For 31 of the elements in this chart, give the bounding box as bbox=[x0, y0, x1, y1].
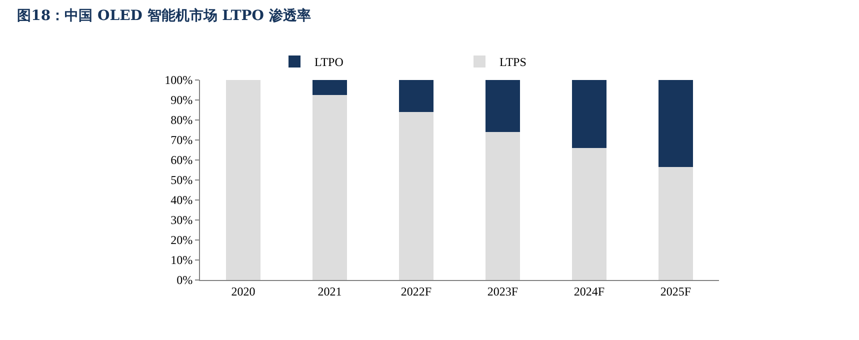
bar bbox=[312, 95, 348, 280]
y-tick-label: 80% bbox=[170, 113, 193, 128]
bar bbox=[226, 80, 261, 280]
y-tick-label: 40% bbox=[170, 193, 193, 208]
legend-label: LTPS bbox=[500, 55, 526, 70]
x-tick-label: 2025F bbox=[660, 284, 692, 298]
bar bbox=[312, 80, 348, 95]
y-tick-label: 0% bbox=[176, 273, 193, 288]
bar bbox=[572, 80, 607, 148]
bar bbox=[658, 167, 694, 280]
y-tick-label: 100% bbox=[164, 73, 193, 88]
bar bbox=[485, 132, 520, 280]
x-tick-label: 2024F bbox=[574, 284, 605, 298]
x-tick-label: 2021 bbox=[318, 284, 342, 298]
y-tick-label: 60% bbox=[170, 153, 193, 168]
y-tick-label: 30% bbox=[170, 213, 193, 228]
bar bbox=[485, 80, 520, 132]
chart-title: 图18：中国 OLED 智能机市场 LTPO 渗透率 bbox=[17, 7, 311, 24]
y-tick-label: 90% bbox=[170, 93, 193, 108]
bar bbox=[572, 148, 607, 280]
x-tick-label: 2023F bbox=[487, 284, 518, 298]
legend-label: LTPO bbox=[314, 55, 344, 70]
y-tick-label: 20% bbox=[170, 233, 193, 248]
bar bbox=[398, 112, 434, 280]
y-tick-label: 10% bbox=[170, 253, 193, 268]
x-tick-label: 2020 bbox=[231, 284, 256, 298]
bar bbox=[658, 80, 694, 167]
x-tick-label: 2022F bbox=[400, 284, 432, 298]
bar bbox=[398, 80, 434, 112]
y-tick-label: 50% bbox=[170, 173, 193, 188]
y-tick-label: 70% bbox=[170, 133, 193, 148]
